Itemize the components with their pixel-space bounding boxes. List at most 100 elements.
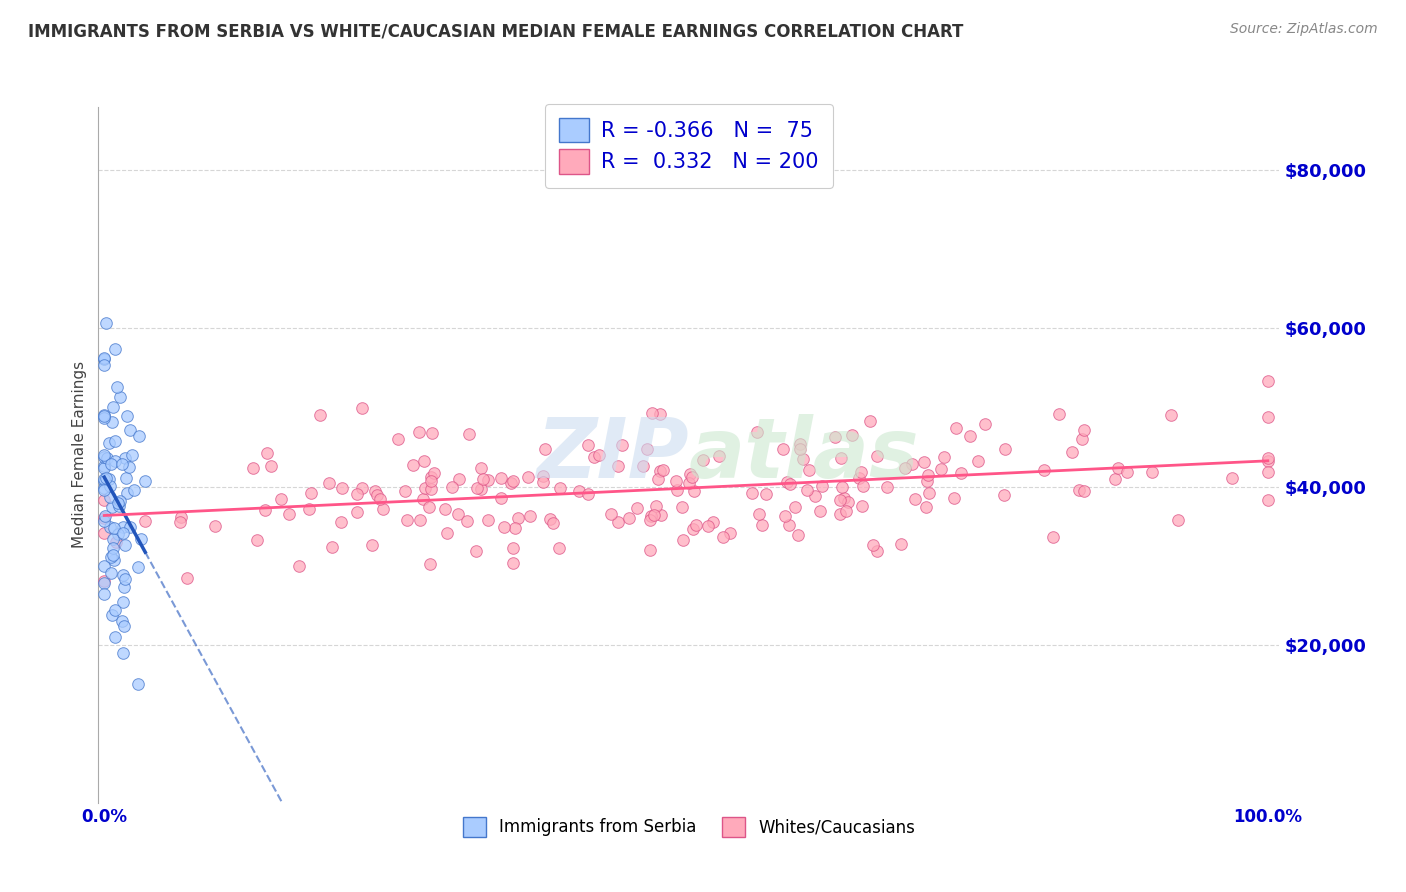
Point [93,352,115,367]
Point [685,518,707,533]
Point [567,484,589,499]
Point [1142,465,1164,479]
Point [785,500,807,514]
Point [449,472,471,486]
Point [129,532,152,546]
Point [534,442,557,457]
Point [643,508,665,523]
Point [93,493,115,508]
Point [779,518,801,533]
Point [93,409,115,423]
Point [114,572,136,586]
Point [830,451,852,466]
Point [361,537,384,551]
Point [111,615,134,629]
Text: ZIP: ZIP [536,415,689,495]
Point [901,457,924,471]
Point [98,472,121,486]
Point [96,471,118,485]
Point [373,502,395,516]
Point [711,530,734,544]
Point [93,351,115,365]
Point [93,587,115,601]
Point [93,458,115,473]
Point [503,521,526,535]
Point [494,520,516,534]
Point [93,450,115,464]
Point [127,559,149,574]
Point [799,463,821,477]
Point [959,429,981,443]
Point [104,342,127,356]
Point [626,500,648,515]
Point [538,511,561,525]
Point [419,482,441,496]
Point [420,470,443,484]
Point [419,557,441,571]
Point [96,451,118,466]
Point [824,430,846,444]
Point [114,538,136,552]
Point [1257,450,1279,465]
Point [107,380,129,394]
Point [638,513,661,527]
Point [1033,463,1056,477]
Point [176,571,198,585]
Point [332,482,354,496]
Point [440,480,463,494]
Point [720,525,742,540]
Point [849,465,872,479]
Point [104,454,127,468]
Point [204,519,226,533]
Point [457,427,479,442]
Point [422,425,444,440]
Point [115,485,138,500]
Point [792,452,814,467]
Point [464,544,486,558]
Point [93,408,115,422]
Point [114,471,136,485]
Point [994,442,1017,457]
Point [118,423,141,437]
Point [810,479,832,493]
Point [682,522,704,536]
Point [789,437,811,451]
Point [419,475,441,489]
Point [396,513,419,527]
Point [641,406,664,420]
Point [412,492,434,507]
Point [93,525,115,540]
Point [636,442,658,456]
Point [692,453,714,467]
Point [912,454,935,468]
Point [423,466,446,480]
Point [121,448,143,462]
Point [93,483,115,497]
Point [111,520,134,534]
Point [678,467,700,481]
Point [501,476,523,491]
Point [638,542,661,557]
Point [588,448,610,462]
Point [665,474,688,488]
Point [832,491,855,506]
Point [242,460,264,475]
Point [582,450,605,464]
Point [651,463,673,477]
Y-axis label: Median Female Earnings: Median Female Earnings [72,361,87,549]
Point [394,483,416,498]
Point [456,514,478,528]
Point [966,454,988,468]
Point [502,541,524,556]
Point [118,519,141,533]
Point [108,493,131,508]
Point [93,510,115,524]
Point [94,509,117,524]
Point [169,515,191,529]
Point [929,461,952,475]
Point [993,487,1015,501]
Point [122,483,145,497]
Point [1042,531,1064,545]
Point [134,514,156,528]
Point [772,442,794,456]
